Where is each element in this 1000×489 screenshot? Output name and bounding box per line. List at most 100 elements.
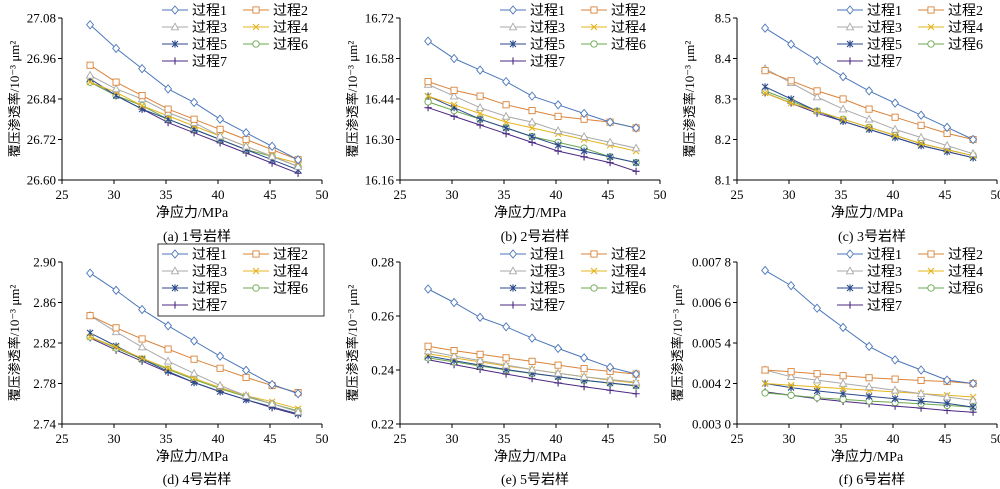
x-tick-label: 30 — [446, 187, 459, 202]
data-point — [86, 312, 94, 320]
chart-panel-3: 25 30 35 40 45 50 8.1 8.2 8.3 8.4 8.5 覆压渗透率/10⁻³ μm… — [682, 3, 1000, 245]
data-point — [632, 123, 641, 133]
legend-label: 过程4 — [611, 20, 646, 36]
y-tick-label: 0.006 6 — [692, 295, 732, 310]
data-point — [865, 123, 873, 131]
chart-panel-2: 25 30 35 40 45 50 16.16 16.30 16.44 16.58 16.72 覆压渗… — [345, 3, 667, 245]
data-point — [890, 385, 900, 394]
data-point — [787, 280, 796, 291]
legend-label: 过程5 — [867, 281, 902, 297]
y-tick-label: 2.74 — [33, 417, 56, 432]
y-tick-label: 0.005 4 — [692, 336, 732, 351]
legend-swatch-marker — [171, 40, 179, 48]
data-point — [502, 118, 510, 126]
data-point — [787, 391, 795, 399]
x-tick-label: 40 — [887, 431, 900, 446]
legend-label: 过程1 — [192, 3, 227, 19]
x-tick-label: 45 — [602, 187, 615, 202]
legend-label: 过程5 — [867, 37, 902, 53]
chart-panel-6: 25 30 35 40 45 50 0.003 0 0.004 2 0.005 4 0.006 6… — [670, 247, 1000, 488]
legend-swatch-marker — [170, 266, 180, 275]
x-tick-label: 35 — [835, 431, 848, 446]
data-point — [138, 304, 147, 315]
x-axis-label: 净应力/MPa — [494, 448, 567, 465]
legend-swatch-marker — [508, 22, 518, 31]
data-point — [813, 383, 821, 391]
data-point — [916, 388, 926, 397]
data-point — [294, 155, 303, 165]
data-point — [554, 343, 563, 354]
data-point — [268, 141, 277, 151]
legend-swatch-marker — [508, 266, 518, 275]
series-7 — [424, 356, 640, 398]
y-tick-label: 2.86 — [33, 295, 56, 310]
data-point — [891, 375, 899, 383]
y-tick-label: 8.2 — [715, 132, 731, 147]
legend-swatch-marker — [252, 267, 260, 275]
y-tick-label: 16.72 — [365, 11, 394, 26]
data-point — [916, 132, 926, 141]
data-point — [812, 375, 822, 384]
data-point — [424, 78, 432, 86]
panel-caption: (a) 1号岩样 — [163, 229, 231, 245]
x-tick-label: 25 — [394, 187, 407, 202]
data-point — [943, 122, 952, 133]
data-point — [631, 143, 641, 152]
data-point — [606, 153, 614, 161]
data-point — [86, 61, 94, 69]
data-point — [605, 137, 615, 146]
legend: 过程1 过程2 过程3 过程4 过程5 过程6 过程7 — [162, 3, 308, 70]
data-point — [813, 394, 821, 402]
data-point — [528, 357, 536, 365]
legend: 过程1 过程2 过程3 过程4 过程5 过程6 过程7 — [500, 3, 646, 70]
data-point — [267, 151, 277, 160]
data-point — [528, 133, 536, 141]
data-point — [761, 380, 769, 387]
legend-label: 过程4 — [948, 20, 983, 36]
chart-panel-4: 25 30 35 40 45 50 2.74 2.78 2.82 2.86 2.90 覆压渗透率/10… — [7, 243, 329, 488]
data-point — [527, 117, 537, 126]
data-point — [838, 104, 848, 113]
data-point — [839, 115, 847, 123]
x-tick-label: 35 — [160, 431, 173, 446]
data-point — [606, 117, 615, 127]
legend: 过程1 过程2 过程3 过程4 过程5 过程6 过程7 — [837, 3, 983, 70]
data-point — [632, 159, 640, 167]
data-point — [111, 84, 121, 93]
x-tick-label: 40 — [550, 431, 563, 446]
data-point — [968, 395, 978, 404]
data-point — [839, 72, 848, 82]
data-point — [632, 369, 641, 379]
x-tick-label: 30 — [783, 431, 796, 446]
y-tick-label: 26.84 — [27, 92, 57, 107]
legend: 过程1 过程2 过程3 过程4 过程5 过程6 过程7 — [157, 243, 325, 317]
data-point — [761, 366, 769, 374]
data-point — [267, 399, 277, 407]
data-point — [864, 114, 874, 123]
data-point — [553, 368, 563, 377]
x-tick-label: 35 — [160, 187, 173, 202]
data-point — [864, 382, 874, 391]
series-1 — [424, 36, 641, 133]
legend-label: 过程6 — [948, 281, 983, 297]
y-tick-label: 26.60 — [27, 173, 56, 188]
data-point — [528, 333, 537, 343]
x-tick-label: 35 — [498, 431, 511, 446]
data-point — [579, 131, 589, 140]
legend-label: 过程1 — [530, 247, 565, 263]
data-point — [865, 86, 874, 96]
x-tick-label: 30 — [108, 431, 121, 446]
data-point — [450, 347, 458, 355]
data-point — [969, 378, 978, 389]
data-point — [137, 342, 147, 351]
legend-label: 过程6 — [948, 37, 983, 53]
data-point — [839, 390, 847, 398]
y-tick-label: 2.90 — [33, 255, 56, 270]
data-point — [891, 113, 899, 121]
x-tick-label: 35 — [835, 187, 848, 202]
data-point — [942, 140, 952, 149]
legend-swatch-marker — [846, 5, 854, 15]
legend-label: 过程6 — [273, 281, 308, 297]
y-tick-label: 26.96 — [27, 51, 57, 66]
